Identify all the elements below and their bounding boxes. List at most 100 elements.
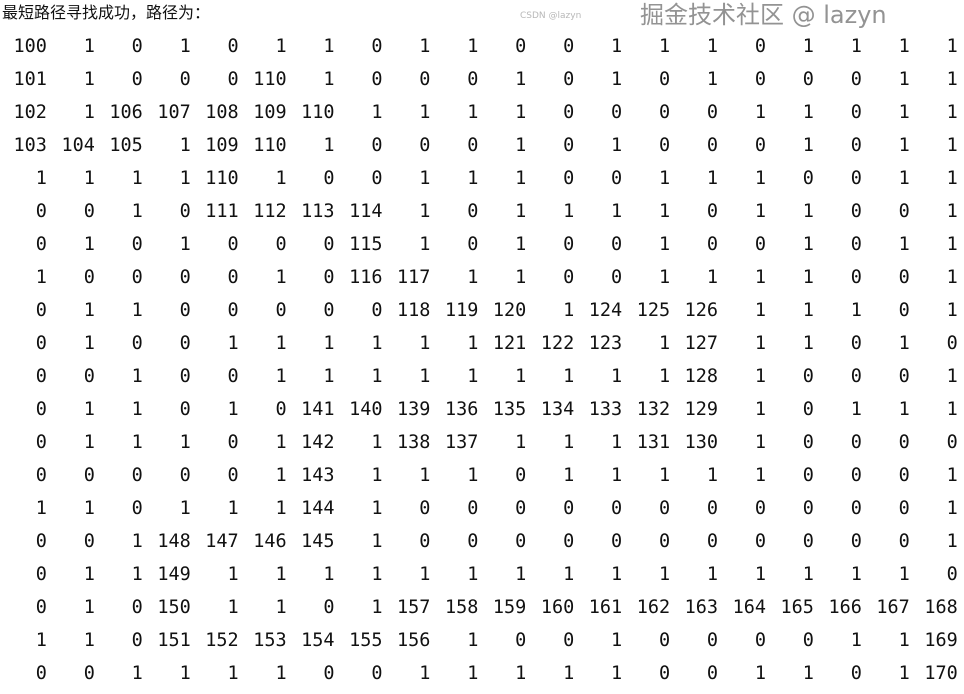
matrix-cell: 1 — [227, 597, 239, 618]
matrix-cell: 1 — [83, 597, 95, 618]
matrix-cell: 1 — [419, 564, 431, 585]
matrix-cell: 0 — [754, 531, 766, 552]
matrix-cell: 0 — [83, 663, 95, 684]
matrix-row: 0 1 0 0 1 1 1 1 1 1 121 122 123 1 127 1 1 0 1 0 — [0, 331, 959, 364]
matrix-cell: 0 — [802, 465, 814, 486]
matrix-cell: 0 — [227, 69, 239, 90]
matrix-cell: 0 — [35, 300, 47, 321]
matrix-cell: 1 — [611, 135, 623, 156]
watermark: 掘金技术社区 @ lazyn — [640, 1, 887, 29]
matrix-cell: 1 — [946, 102, 958, 123]
matrix-cell: 1 — [179, 234, 191, 255]
matrix-cell: 129 — [684, 399, 719, 420]
matrix-cell: 1 — [706, 564, 719, 585]
matrix-cell: 0 — [850, 168, 862, 189]
matrix-cell: 0 — [706, 498, 719, 519]
matrix-cell: 1 — [371, 597, 383, 618]
matrix-row: 103 104 105 1 109 110 1 0 0 0 1 0 1 0 0 0 1 0 1 1 — [0, 133, 959, 166]
matrix-cell: 0 — [515, 465, 527, 486]
matrix-cell: 0 — [658, 135, 671, 156]
matrix-cell: 1 — [83, 564, 95, 585]
matrix-cell: 136 — [444, 399, 479, 420]
matrix-row: 0 0 1 0 0 1 1 1 1 1 1 1 1 1 128 1 0 0 0 1 — [0, 364, 959, 397]
matrix-cell: 1 — [227, 663, 239, 684]
matrix-cell: 1 — [611, 36, 623, 57]
matrix-cell: 165 — [780, 597, 814, 618]
matrix-cell: 116 — [349, 267, 383, 288]
matrix-cell: 0 — [131, 69, 143, 90]
matrix-row: 0 1 1 0 0 0 0 0 118 119 120 1 124 125 126 1 1 1 0 1 — [0, 298, 959, 331]
matrix-cell: 1 — [323, 564, 335, 585]
matrix-cell: 1 — [131, 432, 143, 453]
matrix-cell: 1 — [754, 102, 766, 123]
matrix-cell: 143 — [301, 465, 335, 486]
matrix-cell: 1 — [467, 333, 479, 354]
matrix-cell: 0 — [35, 399, 47, 420]
matrix-cell: 0 — [467, 201, 479, 222]
matrix-cell: 0 — [563, 168, 575, 189]
matrix-cell: 0 — [898, 366, 910, 387]
matrix-cell: 150 — [157, 597, 191, 618]
matrix-cell: 0 — [179, 267, 191, 288]
matrix-cell: 0 — [754, 234, 766, 255]
matrix-cell: 124 — [588, 300, 623, 321]
matrix-cell: 0 — [275, 300, 287, 321]
matrix-cell: 0 — [179, 366, 191, 387]
matrix-cell: 1 — [179, 135, 191, 156]
matrix-cell: 145 — [301, 531, 335, 552]
matrix-cell: 1 — [754, 366, 766, 387]
matrix-cell: 0 — [179, 201, 191, 222]
matrix-cell: 1 — [802, 663, 814, 684]
matrix-row: 0 1 0 1 0 0 0 115 1 0 1 0 0 1 0 0 1 0 1 1 — [0, 232, 959, 265]
matrix-cell: 0 — [323, 234, 335, 255]
matrix-cell: 131 — [636, 432, 671, 453]
matrix-cell: 1 — [515, 267, 527, 288]
matrix-cell: 1 — [898, 69, 910, 90]
matrix-cell: 0 — [563, 102, 575, 123]
matrix-cell: 1 — [898, 168, 910, 189]
matrix-cell: 0 — [179, 399, 191, 420]
matrix-cell: 1 — [754, 168, 766, 189]
matrix-cell: 0 — [850, 498, 862, 519]
matrix-cell: 1 — [467, 465, 479, 486]
matrix-cell: 1 — [419, 234, 431, 255]
matrix-cell: 102 — [13, 102, 47, 123]
matrix-cell: 104 — [61, 135, 95, 156]
matrix-cell: 1 — [946, 201, 958, 222]
matrix-cell: 0 — [467, 498, 479, 519]
matrix-cell: 1 — [179, 432, 191, 453]
matrix-cell: 1 — [611, 201, 623, 222]
matrix-cell: 166 — [828, 597, 862, 618]
matrix-cell: 1 — [275, 432, 287, 453]
matrix-cell: 159 — [492, 597, 527, 618]
matrix-cell: 1 — [658, 564, 671, 585]
matrix-cell: 0 — [706, 102, 719, 123]
matrix-cell: 109 — [253, 102, 287, 123]
matrix-cell: 1 — [946, 168, 958, 189]
matrix-cell: 160 — [540, 597, 575, 618]
console-message: 最短路径寻找成功，路径为： — [2, 3, 211, 22]
matrix-cell: 0 — [323, 267, 335, 288]
matrix-cell: 0 — [898, 531, 910, 552]
matrix-cell: 1 — [754, 663, 766, 684]
matrix-cell: 0 — [371, 135, 383, 156]
matrix-cell: 117 — [397, 267, 431, 288]
matrix-cell: 1 — [131, 399, 143, 420]
matrix-cell: 0 — [179, 300, 191, 321]
matrix-cell: 168 — [924, 597, 958, 618]
matrix-cell: 1 — [658, 36, 671, 57]
matrix-row: 0 1 1 0 1 0 141 140 139 136 135 134 133 132 129 1 0 1 1 1 — [0, 397, 959, 430]
matrix-cell: 0 — [275, 399, 287, 420]
matrix-cell: 126 — [684, 300, 719, 321]
matrix-cell: 1 — [275, 498, 287, 519]
matrix-cell: 0 — [802, 69, 814, 90]
matrix-cell: 0 — [611, 531, 623, 552]
matrix-row: 0 1 0 150 1 1 0 1 157 158 159 160 161 162 163 164 165 166… — [0, 595, 959, 628]
matrix-cell: 1 — [83, 399, 95, 420]
matrix-cell: 0 — [563, 531, 575, 552]
matrix-cell: 144 — [301, 498, 335, 519]
matrix-cell: 0 — [371, 663, 383, 684]
matrix-cell: 1 — [946, 267, 958, 288]
matrix-cell: 1 — [227, 564, 239, 585]
matrix-cell: 0 — [35, 201, 47, 222]
